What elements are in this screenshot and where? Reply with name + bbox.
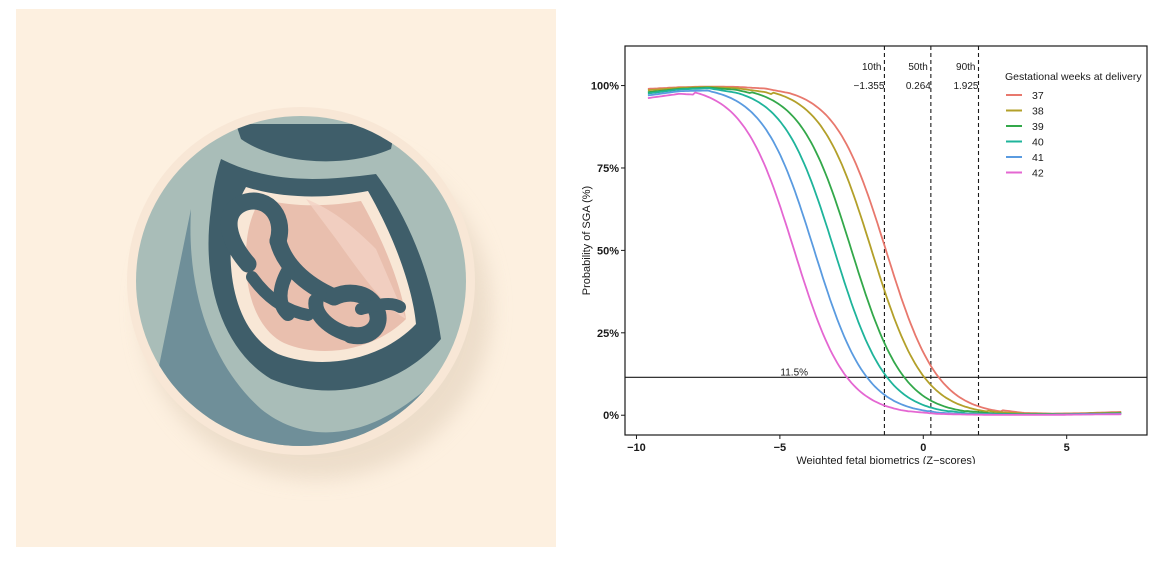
x-tick-label: −10: [627, 442, 646, 454]
x-tick-label: −5: [774, 442, 787, 454]
x-axis: −10 −5 0 5: [627, 435, 1070, 454]
y-tick-label: 25%: [597, 328, 619, 340]
legend-label: 38: [1032, 106, 1044, 118]
fetus-illustration: [16, 9, 556, 547]
legend-title: Gestational weeks at delivery: [1005, 71, 1142, 83]
legend-label: 40: [1032, 137, 1044, 149]
series-line-42: [647, 91, 1122, 416]
x-axis-label: Weighted fetal biometrics (Z−scores): [796, 455, 975, 464]
percentile-label: 50th: [908, 62, 927, 73]
sga-probability-chart: 0% 25% 50% 75% 100% −10 −5 0 5 11.5% 10th −1.355 5…: [581, 45, 1148, 464]
series-lines: [647, 85, 1122, 416]
percentile-label: 10th: [862, 62, 881, 73]
legend-label: 42: [1032, 168, 1044, 180]
fetus-in-womb-icon: [16, 9, 556, 547]
legend-label: 39: [1032, 121, 1044, 133]
annotations: 11.5% 10th −1.355 50th 0.264 90th 1.925: [780, 62, 979, 378]
percentile-label: 90th: [956, 62, 975, 73]
y-tick-label: 0%: [603, 410, 619, 422]
y-axis: 0% 25% 50% 75% 100%: [591, 81, 625, 422]
percentile-value-label: 1.925: [953, 81, 978, 92]
y-tick-label: 100%: [591, 81, 619, 93]
y-axis-label: Probability of SGA (%): [581, 186, 593, 295]
x-tick-label: 0: [920, 442, 926, 454]
y-tick-label: 75%: [597, 163, 619, 175]
threshold-label: 11.5%: [780, 367, 808, 378]
y-tick-label: 50%: [597, 245, 619, 257]
legend-label: 37: [1032, 90, 1044, 102]
legend: Gestational weeks at delivery 37 38 39 40 41…: [1005, 71, 1142, 180]
percentile-value-label: 0.264: [906, 81, 931, 92]
percentile-value-label: −1.355: [854, 81, 885, 92]
legend-label: 41: [1032, 152, 1044, 164]
x-tick-label: 5: [1064, 442, 1070, 454]
plot-area: [624, 45, 1148, 436]
